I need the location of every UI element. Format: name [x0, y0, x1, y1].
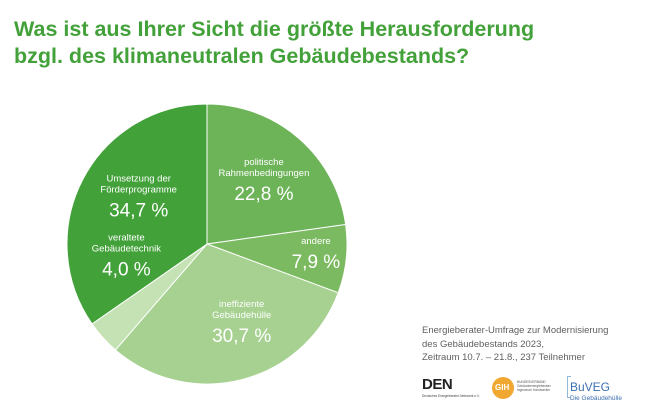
slice-label-umsetzung-der-förderprogramme-line-2: Förderprogramme	[100, 185, 177, 196]
source-note: Energieberater-Umfrage zur Modernisierun…	[422, 324, 642, 365]
gih-logo-line-3: Ingenieure Handwerker	[517, 388, 551, 392]
gih-logo-line-1: BUNDESVERBAND	[517, 380, 546, 384]
logo-bar: DEN Deutsches Energieberater-Netzwerk e.…	[422, 376, 642, 410]
gih-logo: GIH BUNDESVERBAND Gebäudeenergieberater …	[492, 376, 558, 406]
den-logo-subtitle: Deutsches Energieberater-Netzwerk e.V.	[422, 394, 480, 398]
slice-label-veraltete-gebäudetechnik-line-2: Gebäudetechnik	[92, 243, 161, 254]
den-logo-mark: DEN	[422, 376, 453, 393]
pie-slice-umsetzung-der-förderprogramme	[66, 103, 208, 325]
source-line-1: Energieberater-Umfrage zur Modernisierun…	[422, 325, 609, 336]
pie-slice-ineffiziente-gebäudehülle	[114, 243, 339, 385]
slice-label-politische-rahmenbedingungen-line-1: politische	[244, 157, 284, 168]
slice-value-politische-rahmenbedingungen: 22,8 %	[234, 184, 293, 205]
slice-value-veraltete-gebäudetechnik: 4,0 %	[102, 259, 151, 280]
slice-label-veraltete-gebäudetechnik-line-1: veraltete	[108, 232, 144, 243]
gih-logo-line-2: Gebäudeenergieberater	[517, 384, 551, 388]
slice-label-politische-rahmenbedingungen-line-2: Rahmenbedingungen	[219, 168, 310, 179]
slice-value-andere: 7,9 %	[292, 252, 341, 273]
gih-logo-text: BUNDESVERBAND Gebäudeenergieberater Inge…	[517, 380, 559, 392]
slice-label-andere-line-1: andere	[301, 236, 331, 247]
slice-label-ineffiziente-gebäudehülle-line-2: Gebäudehülle	[212, 310, 271, 321]
buveg-logo-mark: BuVEG	[570, 380, 611, 394]
source-line-2: des Gebäudebestands 2023,	[422, 338, 545, 350]
buveg-logo-bracket	[567, 376, 571, 398]
chart-title: Was ist aus Ihrer Sicht die größte Herau…	[14, 16, 634, 70]
title-line-1: Was ist aus Ihrer Sicht die größte Herau…	[14, 17, 535, 41]
slice-value-umsetzung-der-förderprogramme: 34,7 %	[109, 201, 168, 222]
slice-label-umsetzung-der-förderprogramme-line-1: Umsetzung der	[106, 174, 170, 185]
title-line-2: bzgl. des klimaneutralen Gebäudebestands…	[14, 44, 470, 68]
gih-logo-mark: GIH	[495, 383, 510, 392]
slice-label-ineffiziente-gebäudehülle-line-1: ineffiziente	[219, 299, 264, 310]
gih-logo-badge	[492, 377, 514, 399]
den-logo: DEN Deutsches Energieberater-Netzwerk e.…	[422, 376, 480, 406]
buveg-logo-subtitle: Die Gebäudehülle	[570, 395, 623, 402]
slice-value-ineffiziente-gebäudehülle: 30,7 %	[212, 326, 271, 347]
source-line-3: Zeitraum 10.7. – 21.8., 237 Teilnehmer	[422, 352, 586, 363]
pie-slice-politische-rahmenbedingungen	[206, 103, 347, 245]
buveg-logo: BuVEG Die Gebäudehülle	[567, 376, 640, 406]
